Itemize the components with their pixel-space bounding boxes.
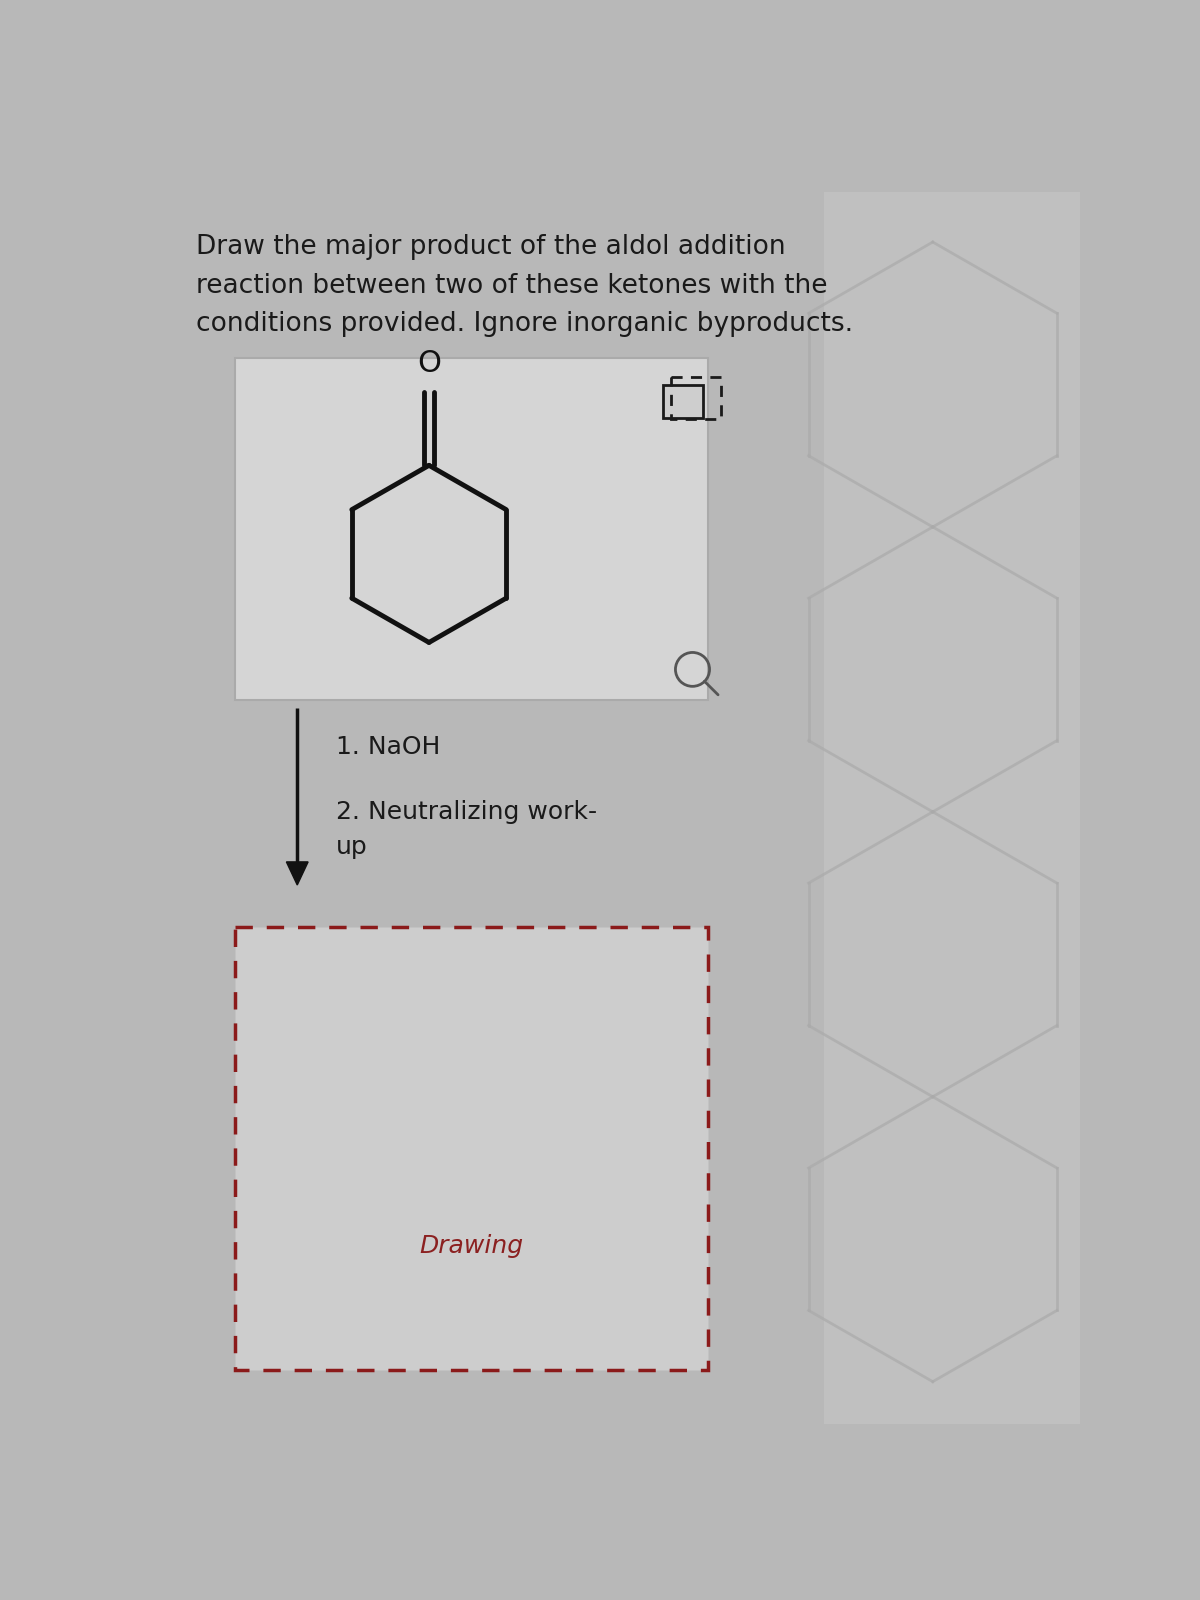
Polygon shape bbox=[287, 862, 308, 885]
Bar bbox=[664, 384, 703, 418]
Bar bbox=[235, 928, 708, 1370]
Text: Drawing: Drawing bbox=[420, 1234, 523, 1258]
Bar bbox=[824, 192, 1080, 1424]
Bar bbox=[671, 376, 721, 419]
Text: O: O bbox=[418, 349, 442, 378]
Text: conditions provided. Ignore inorganic byproducts.: conditions provided. Ignore inorganic by… bbox=[197, 312, 853, 338]
Text: Draw the major product of the aldol addition: Draw the major product of the aldol addi… bbox=[197, 234, 786, 261]
Text: reaction between two of these ketones with the: reaction between two of these ketones wi… bbox=[197, 274, 828, 299]
Bar bbox=[235, 357, 708, 701]
Text: up: up bbox=[336, 835, 367, 859]
Text: 2. Neutralizing work-: 2. Neutralizing work- bbox=[336, 800, 598, 824]
Text: 1. NaOH: 1. NaOH bbox=[336, 734, 440, 758]
